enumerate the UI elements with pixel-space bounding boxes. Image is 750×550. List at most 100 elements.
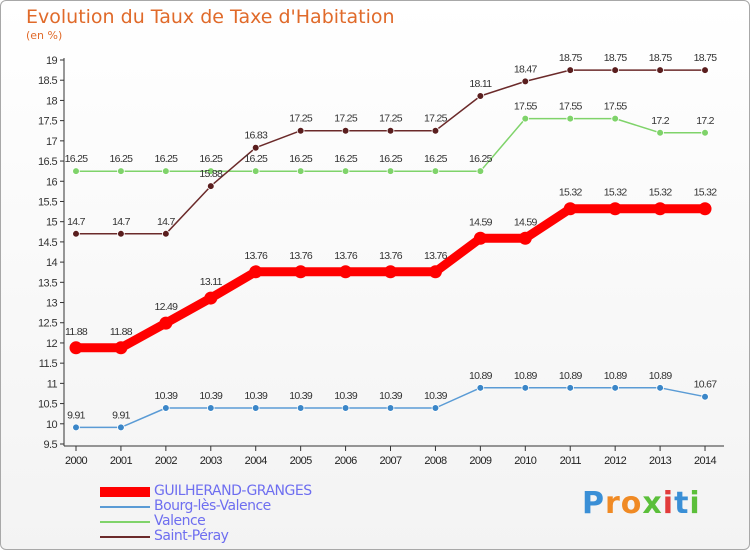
data-point xyxy=(656,128,664,137)
data-point xyxy=(296,167,305,175)
x-tick-label: 2009 xyxy=(469,455,492,467)
x-tick-label: 2003 xyxy=(200,455,223,467)
data-label: 9.91 xyxy=(112,409,130,421)
y-tick-label: 11.5 xyxy=(39,358,58,370)
x-tick-label: 2010 xyxy=(514,455,537,467)
data-label: 10.67 xyxy=(694,379,718,391)
data-label: 11.88 xyxy=(65,326,88,338)
y-tick-label: 16 xyxy=(46,176,58,188)
data-label: 10.39 xyxy=(244,390,268,402)
data-point xyxy=(701,128,709,137)
data-label: 18.75 xyxy=(559,52,583,64)
data-label: 15.32 xyxy=(649,187,673,199)
data-label: 16.25 xyxy=(424,153,448,165)
data-label: 10.89 xyxy=(514,370,538,382)
data-point xyxy=(339,265,353,279)
logo-letter: x xyxy=(642,486,663,521)
y-tick-label: 15 xyxy=(46,217,58,229)
legend-swatch xyxy=(100,536,150,538)
data-label: 10.89 xyxy=(559,370,583,382)
data-point xyxy=(518,231,532,245)
data-label: 14.7 xyxy=(112,216,130,228)
data-label: 17.55 xyxy=(559,101,583,113)
data-point xyxy=(117,230,125,238)
y-tick-label: 15.5 xyxy=(38,196,57,208)
data-point xyxy=(701,392,709,401)
data-label: 16.25 xyxy=(469,153,493,165)
logo-letter: r xyxy=(605,486,621,521)
data-point xyxy=(563,202,577,216)
data-point xyxy=(386,126,395,135)
y-tick-label: 13.5 xyxy=(38,277,57,289)
data-point xyxy=(566,66,575,74)
data-label: 11.88 xyxy=(110,326,133,338)
data-point xyxy=(159,316,173,330)
x-tick-label: 2007 xyxy=(379,455,402,467)
data-label: 16.25 xyxy=(154,153,178,165)
data-label: 14.59 xyxy=(469,216,493,228)
data-label: 15.32 xyxy=(604,187,628,199)
data-label: 13.76 xyxy=(334,250,358,262)
data-label: 10.89 xyxy=(649,370,673,382)
y-tick-label: 13 xyxy=(46,298,58,310)
data-label: 16.25 xyxy=(379,153,403,165)
data-label: 12.49 xyxy=(154,301,178,313)
data-point xyxy=(251,404,260,412)
data-label: 16.25 xyxy=(334,153,358,165)
data-point xyxy=(431,126,440,135)
data-point xyxy=(341,126,350,135)
data-point xyxy=(296,126,305,135)
y-tick-label: 17.5 xyxy=(38,116,57,128)
y-tick-label: 11 xyxy=(47,378,58,390)
data-label: 16.83 xyxy=(244,130,268,142)
data-point xyxy=(72,423,80,432)
x-tick-label: 2000 xyxy=(65,455,88,467)
data-point xyxy=(608,202,622,216)
data-point xyxy=(566,114,575,123)
y-tick-label: 14 xyxy=(46,257,58,269)
data-point xyxy=(117,167,125,175)
y-tick-label: 10 xyxy=(46,419,58,431)
data-point xyxy=(206,167,215,175)
data-label: 14.7 xyxy=(157,216,175,228)
y-tick-label: 12 xyxy=(46,338,58,350)
legend-label: Bourg-lès-Valence xyxy=(154,498,271,514)
data-label: 10.39 xyxy=(154,390,178,402)
legend-swatch xyxy=(100,506,150,508)
logo-letter: P xyxy=(582,486,605,521)
data-point xyxy=(206,182,215,190)
data-point xyxy=(162,404,170,412)
data-label: 10.39 xyxy=(334,390,358,402)
data-point xyxy=(72,230,80,238)
data-point xyxy=(72,167,80,175)
data-point xyxy=(698,202,712,216)
data-point xyxy=(117,423,125,432)
data-label: 10.89 xyxy=(469,370,493,382)
data-point xyxy=(428,265,442,279)
data-label: 13.76 xyxy=(379,250,403,262)
x-tick-label: 2002 xyxy=(155,455,178,467)
data-label: 15.32 xyxy=(559,187,583,199)
data-point xyxy=(521,77,530,86)
data-point xyxy=(611,66,619,74)
y-tick-label: 12.5 xyxy=(38,318,57,330)
logo-letter: i xyxy=(662,486,675,521)
data-label: 16.25 xyxy=(199,153,223,165)
data-label: 14.7 xyxy=(67,216,85,228)
y-tick-label: 16.5 xyxy=(38,156,57,168)
data-point xyxy=(521,384,530,392)
data-point xyxy=(341,404,350,412)
data-label: 18.75 xyxy=(604,52,628,64)
data-label: 17.2 xyxy=(651,115,669,127)
data-label: 15.32 xyxy=(694,187,718,199)
data-point xyxy=(69,341,83,355)
data-point xyxy=(566,384,575,392)
data-point xyxy=(162,167,170,175)
data-point xyxy=(249,265,263,279)
data-label: 17.25 xyxy=(289,113,313,125)
data-label: 13.76 xyxy=(424,250,448,262)
data-label: 18.75 xyxy=(694,52,718,64)
data-point xyxy=(296,404,305,412)
data-label: 18.47 xyxy=(514,63,538,75)
x-tick-label: 2013 xyxy=(649,455,672,467)
